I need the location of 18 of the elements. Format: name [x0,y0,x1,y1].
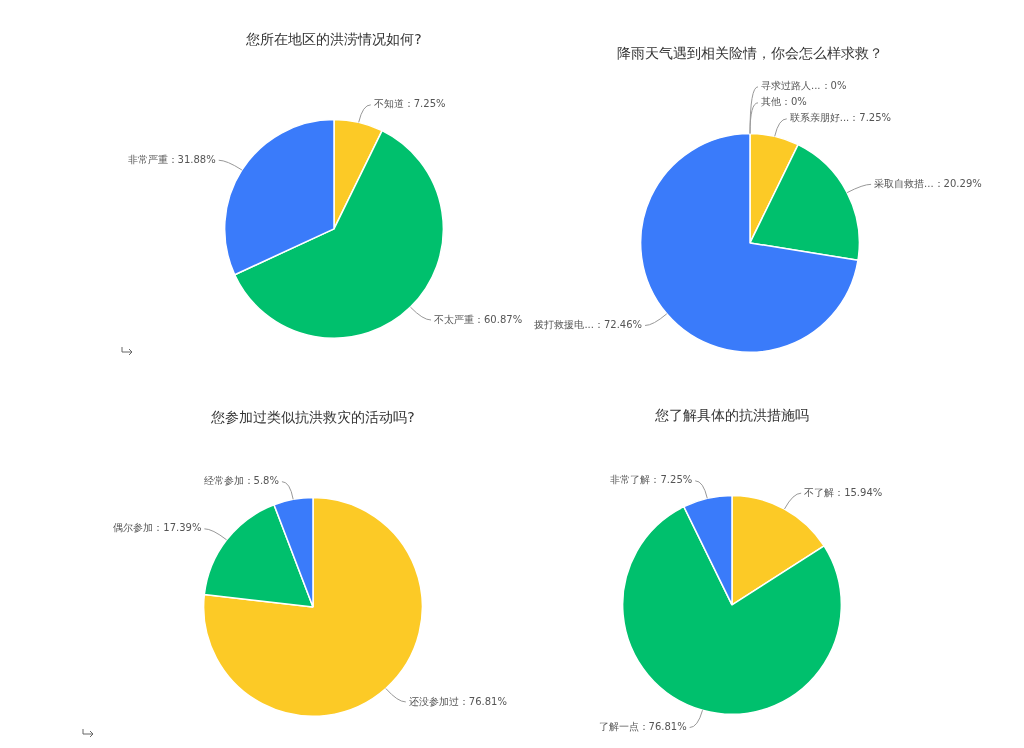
slice-label: 采取自救措...：20.29% [874,177,982,189]
slice-label: 不太严重：60.87% [434,313,523,325]
slice-label: 不知道：7.25% [373,98,446,110]
slice-label: 偶尔参加：17.39% [113,522,202,534]
slice-label: 拨打救援电...：72.46% [534,319,643,331]
slice-label: 联系亲朋好...：7.25% [789,112,892,124]
category-label: 其他：0% [761,96,807,108]
slice-label: 了解一点：76.81% [598,721,687,733]
chart-title: 您参加过类似抗洪救灾的活动吗? [210,409,415,426]
slice-label: 非常了解：7.25% [610,474,693,486]
slice-label: 经常参加：5.8% [203,475,279,487]
slice-label: 还没参加过：76.81% [408,695,507,707]
chart-title: 您了解具体的抗洪措施吗 [654,407,809,424]
category-label: 寻求过路人...：0% [761,80,847,92]
chart-title: 降雨天气遇到相关险情，你会怎么样求救？ [617,45,883,62]
slice-label: 非常严重：31.88% [127,153,216,165]
slice-label: 不了解：15.94% [804,486,883,498]
chart-title: 您所在地区的洪涝情况如何? [245,31,422,48]
